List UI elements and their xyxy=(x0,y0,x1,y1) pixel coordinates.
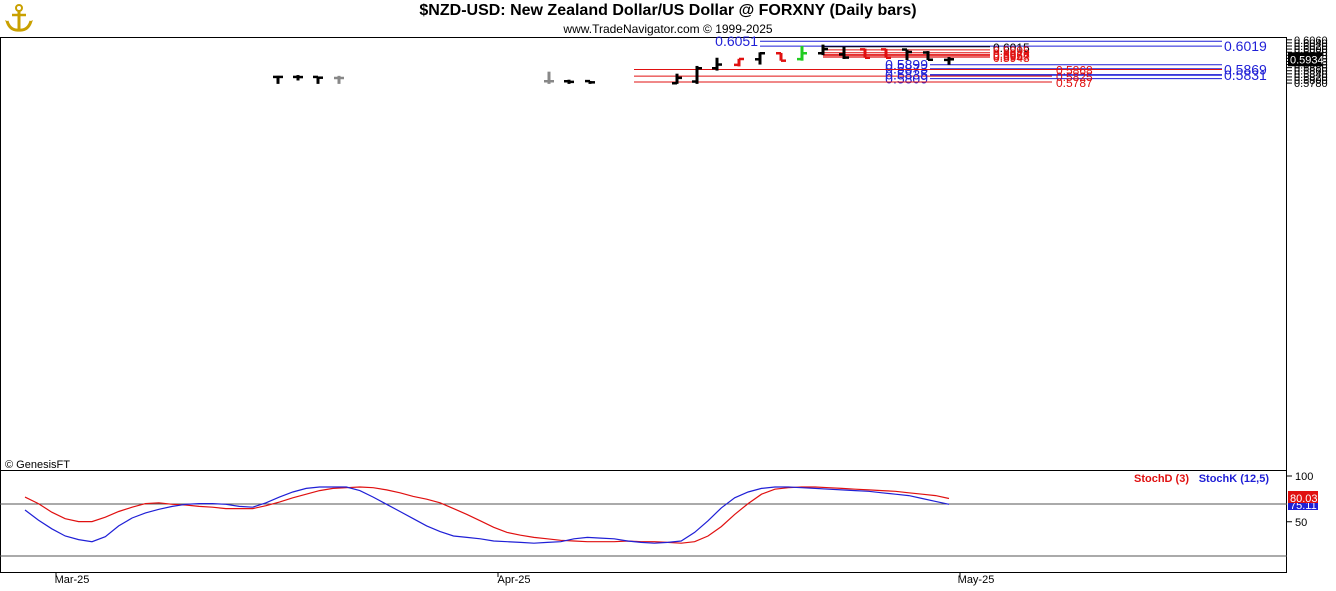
level-label: 0.5809 xyxy=(885,71,928,87)
chart-subtitle: www.TradeNavigator.com © 1999-2025 xyxy=(563,22,773,36)
level-label: 0.5835 xyxy=(885,67,928,83)
anchor-logo-icon xyxy=(5,4,33,32)
level-label: 0.6019 xyxy=(1224,38,1267,54)
price-levels: 0.6051 0.6019 0.60150.59950.59760.59640.59… xyxy=(634,33,1267,90)
date-label: Mar-25 xyxy=(55,574,90,586)
price-tick-label: 0.6040 xyxy=(1294,38,1328,50)
last-price-badge xyxy=(1288,52,1322,67)
price-tick-label: 0.5860 xyxy=(1294,66,1328,78)
chart-header: $NZD-USD: New Zealand Dollar/US Dollar @… xyxy=(0,0,1336,37)
stochk-line xyxy=(24,486,950,544)
price-tick-label: 0.5780 xyxy=(1294,78,1328,90)
level-label: 0.5899 xyxy=(885,57,928,73)
legend-stochk: StochK (12,5) xyxy=(1199,473,1270,485)
level-label: 0.5787 xyxy=(1056,76,1093,90)
stochd-value: 80.03 xyxy=(1290,493,1318,505)
stochd-value-badge xyxy=(1288,491,1318,503)
date-label: Apr-25 xyxy=(497,574,530,586)
level-label: 0.5873 xyxy=(885,61,928,77)
indicator-tick-label: 50 xyxy=(1295,517,1307,529)
price-tick-label: 0.6020 xyxy=(1294,41,1328,53)
date-label: May-25 xyxy=(958,574,995,586)
price-tick-label: 0.5840 xyxy=(1294,69,1328,81)
indicator-tick-label: 100 xyxy=(1295,471,1313,483)
last-price-label: 0.5934 xyxy=(1290,54,1324,66)
price-tick-label: 0.6060 xyxy=(1294,35,1328,47)
level-label: 0.5869 xyxy=(1224,61,1267,77)
level-label: 0.5976 xyxy=(993,47,1030,61)
price-tick-label: 0.5820 xyxy=(1294,72,1328,84)
level-label: 0.5957 xyxy=(993,50,1030,64)
price-tick-label: 0.5800 xyxy=(1294,75,1328,87)
indicator-axis: 100 50 xyxy=(1287,471,1313,529)
date-axis: Mar-25 Apr-25 May-25 xyxy=(55,572,995,586)
level-label: 0.6051 xyxy=(715,33,758,49)
stochd-line xyxy=(24,486,950,544)
legend-stochd: StochD (3) xyxy=(1134,473,1189,485)
price-axis: 0.60600.60400.60200.60000.59800.59600.59… xyxy=(1287,35,1328,90)
level-label: 0.6015 xyxy=(993,41,1030,55)
price-bars xyxy=(273,44,954,85)
level-label: 0.5831 xyxy=(1224,67,1267,83)
level-label: 0.5995 xyxy=(993,44,1030,58)
genesis-credit: © GenesisFT xyxy=(5,459,70,471)
chart-title: $NZD-USD: New Zealand Dollar/US Dollar @… xyxy=(419,2,917,19)
level-label: 0.5825 xyxy=(1056,70,1093,84)
level-label: 0.5948 xyxy=(993,51,1030,65)
chart-frame xyxy=(0,37,1287,573)
level-label: 0.5964 xyxy=(993,49,1030,63)
level-label: 0.5868 xyxy=(1056,63,1093,77)
